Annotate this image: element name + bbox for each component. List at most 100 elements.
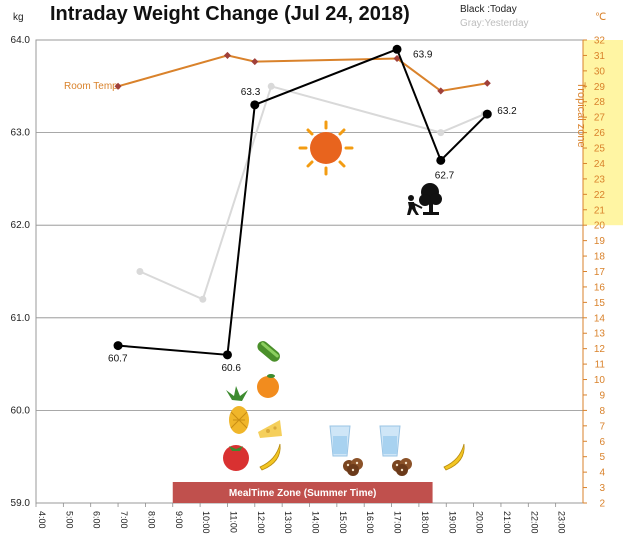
yesterday-point (267, 82, 275, 90)
sun-icon (298, 120, 354, 176)
y-tick-label: 61.0 (11, 313, 31, 324)
cookie-icon (392, 458, 412, 476)
y2-tick-label: 25 (594, 144, 606, 155)
x-tick-label: 16:00 (365, 511, 375, 534)
y-axis-ticks: 64.0 63.0 62.0 61.0 60.0 59.0 (11, 35, 31, 509)
x-tick-label: 13:00 (283, 511, 293, 534)
y-tick-label: 60.0 (11, 405, 31, 416)
water-glass-icon (379, 425, 401, 457)
room-temp-point (437, 87, 445, 95)
y-tick-label: 63.0 (11, 128, 31, 139)
series-room-temp-line (117, 54, 488, 92)
y-tick-label: 64.0 (11, 35, 31, 46)
legend-today: Black :Today (460, 4, 517, 15)
today-data-label: 63.3 (241, 87, 261, 98)
y2-tick-label: 17 (594, 267, 606, 278)
y-tick-label: 59.0 (11, 498, 31, 509)
y2-tick-label: 18 (594, 252, 606, 263)
y-unit-label: kg (13, 12, 24, 23)
meal-zone-bar (172, 482, 433, 503)
y2-tick-label: 4 (599, 468, 605, 479)
today-data-label: 60.7 (108, 354, 128, 365)
x-tick-label: 15:00 (338, 511, 348, 534)
today-data-label: 63.2 (497, 106, 517, 117)
yesterday-point (437, 129, 445, 137)
orange-icon (257, 374, 279, 398)
today-point (482, 109, 492, 119)
y2-tick-label: 9 (599, 390, 605, 401)
y2-tick-label: 3 (599, 483, 605, 494)
y2-tick-label: 29 (594, 82, 606, 93)
y2-tick-label: 11 (595, 360, 606, 371)
today-point (222, 350, 232, 360)
y2-axis-ticks: 3231302928272625242322212019181716151413… (582, 36, 606, 510)
cookie-icon (343, 458, 363, 476)
y2-tick-label: 14 (594, 313, 606, 324)
x-tick-label: 22:00 (529, 511, 539, 534)
y2-unit-label: ℃ (595, 12, 606, 23)
pineapple-icon (226, 386, 249, 434)
y2-tick-label: 19 (594, 236, 606, 247)
y2-tick-label: 8 (599, 406, 605, 417)
x-tick-label: 18:00 (420, 511, 430, 534)
x-tick-label: 14:00 (311, 511, 321, 534)
y2-tick-label: 21 (594, 205, 606, 216)
x-axis-ticks: 4:00 5:00 6:00 7:00 8:00 9:00 10:00 11:00 12:00 1… (35, 503, 567, 534)
y2-tick-label: 20 (594, 221, 606, 232)
today-point (113, 341, 123, 351)
x-tick-label: 5:00 (64, 511, 74, 529)
y2-tick-label: 24 (594, 159, 606, 170)
x-tick-label: 19:00 (447, 511, 457, 534)
water-glass-icon (329, 425, 351, 457)
series-layer: 60.7 60.6 63.3 63.9 62.7 63.2 (108, 44, 517, 374)
y2-tick-label: 26 (594, 128, 606, 139)
x-tick-label: 17:00 (393, 511, 403, 534)
room-temp-point (251, 58, 259, 66)
today-data-label: 63.9 (413, 49, 433, 60)
room-temp-point (483, 79, 491, 87)
y2-tick-label: 6 (599, 437, 605, 448)
y2-tick-label: 7 (599, 421, 605, 432)
meal-zone-label: MealTime Zone (Summer Time) (229, 488, 376, 499)
today-data-label: 62.7 (435, 170, 455, 181)
cheese-icon (258, 420, 282, 438)
legend-yesterday: Gray:Yesterday (460, 18, 529, 29)
room-temp-label: Room Temp. (64, 81, 121, 92)
y2-tick-label: 13 (594, 329, 606, 340)
y-tick-label: 62.0 (11, 220, 31, 231)
x-tick-label: 10:00 (201, 511, 211, 534)
x-tick-label: 23:00 (557, 511, 567, 534)
y2-tick-label: 23 (594, 174, 606, 185)
x-tick-label: 8:00 (146, 511, 156, 529)
today-point (250, 100, 260, 110)
x-tick-label: 20:00 (475, 511, 485, 534)
y2-tick-label: 28 (594, 97, 606, 108)
y2-tick-label: 15 (594, 298, 606, 309)
today-data-label: 60.6 (221, 363, 241, 374)
y2-tick-label: 32 (594, 36, 606, 47)
x-tick-label: 21:00 (502, 511, 512, 534)
y2-tick-label: 10 (594, 375, 606, 386)
yesterday-point (136, 268, 144, 275)
x-tick-label: 4:00 (37, 511, 47, 529)
chart-title: Intraday Weight Change (Jul 24, 2018) (50, 3, 410, 25)
y2-tick-label: 22 (594, 190, 606, 201)
y2-tick-label: 16 (594, 282, 606, 293)
y2-tick-label: 2 (599, 499, 605, 510)
y2-tick-label: 31 (594, 51, 606, 62)
banana-icon (443, 443, 465, 471)
room-temp-point (223, 51, 231, 59)
today-point (392, 44, 402, 54)
x-tick-label: 12:00 (256, 511, 266, 534)
y2-tick-label: 30 (594, 66, 606, 77)
y2-tick-label: 5 (599, 452, 605, 463)
today-point (436, 155, 446, 165)
gardening-person-icon (407, 183, 442, 215)
series-today-line (117, 47, 488, 356)
tropical-zone-label: Tropical zone (575, 82, 587, 148)
room-temp-point (393, 54, 401, 63)
x-tick-label: 6:00 (92, 511, 102, 529)
yesterday-point (199, 295, 207, 303)
room-temp-point (114, 82, 122, 90)
